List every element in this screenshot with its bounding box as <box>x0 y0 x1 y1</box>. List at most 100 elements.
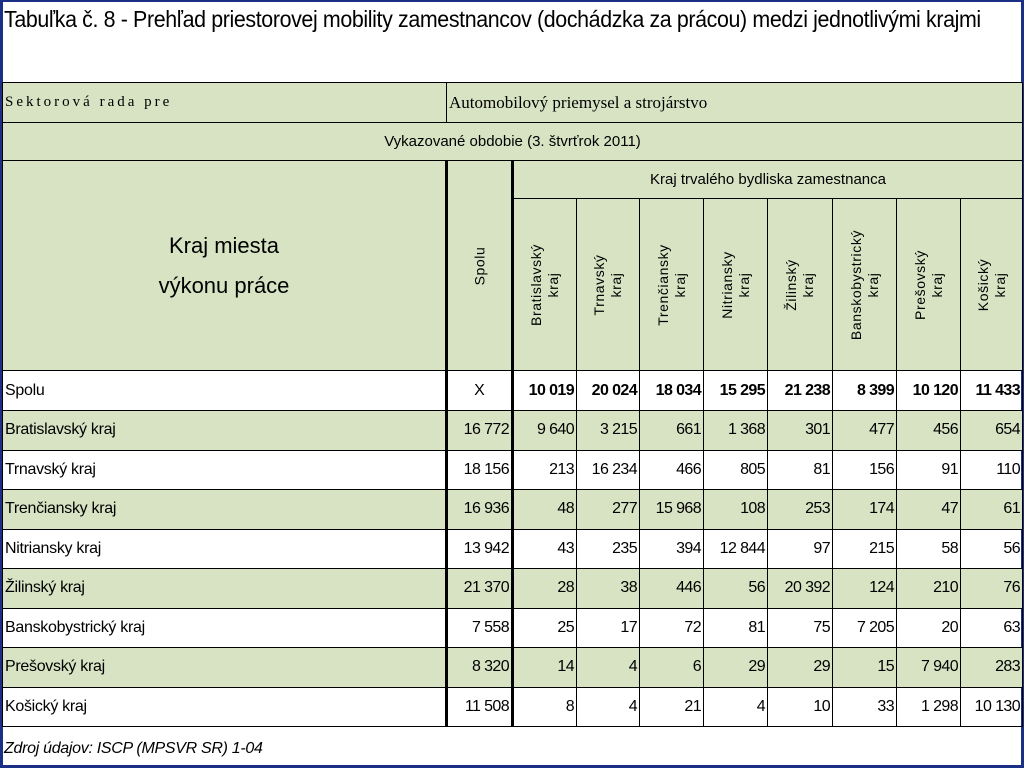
table-row: Trnavský kraj 18 156 213 16 234 466 805 81 156 9… <box>2 449 1023 490</box>
sector-label: Sektorová rada pre <box>2 82 447 123</box>
data-body: Bratislavský kraj 16 772 9 640 3 215 661 1 36… <box>2 410 1023 727</box>
row-cell: 81 <box>703 607 768 648</box>
row-cell: 7 940 <box>896 647 961 688</box>
row-cell: 1 298 <box>896 686 961 727</box>
header-col: Bratislavský kraj <box>512 198 577 371</box>
header-col: Žilinský kraj <box>767 198 833 371</box>
row-cell: 277 <box>576 489 640 530</box>
row-cell: 14 <box>512 647 577 688</box>
header-col-line2: kraj <box>991 272 1008 297</box>
header-col-label: Bratislavský kraj <box>528 244 562 326</box>
row-cell: 28 <box>512 568 577 609</box>
row-cell: 456 <box>896 410 961 451</box>
header-col-line2: kraj <box>864 272 881 297</box>
header-col-line1: Žilinský <box>783 258 799 311</box>
header-col: Banskobystrický kraj <box>832 198 897 371</box>
header-col-line1: Bratislavský <box>528 243 544 326</box>
row-cell: 76 <box>960 568 1023 609</box>
row-cell: 47 <box>896 489 961 530</box>
sector-row: Sektorová rada pre Automobilový priemyse… <box>2 82 1023 123</box>
row-cell: 805 <box>703 449 768 490</box>
row-label: Trnavský kraj <box>2 449 447 490</box>
header-col-label: Žilinský kraj <box>783 259 817 310</box>
header-col-line1: Banskobystrický <box>847 229 864 340</box>
row-cell: 25 <box>512 607 577 648</box>
header-col-line1: Nitriansky <box>718 250 735 319</box>
row-cell: 56 <box>960 528 1023 569</box>
row-label: Trenčiansky kraj <box>2 489 447 530</box>
row-cell: 56 <box>703 568 768 609</box>
header-col: Nitriansky kraj <box>703 198 768 371</box>
row-cell: 174 <box>832 489 897 530</box>
row-header: Kraj miesta výkonu práce <box>2 160 447 371</box>
header-col-label: Trnavský kraj <box>591 254 625 315</box>
header-col-label: Prešovský kraj <box>912 250 946 320</box>
row-cell: 215 <box>832 528 897 569</box>
row-spolu: 16 936 <box>445 489 514 530</box>
header-col: Prešovský kraj <box>896 198 961 371</box>
header-col-line2: kraj <box>545 272 561 297</box>
row-cell: 29 <box>703 647 768 688</box>
row-cell: 108 <box>703 489 768 530</box>
row-cell: 446 <box>639 568 704 609</box>
row-cell: 75 <box>767 607 833 648</box>
row-header-line2: výkonu práce <box>158 272 290 298</box>
row-cell: 210 <box>896 568 961 609</box>
total-cell: 11 433 <box>960 370 1023 411</box>
total-spolu: X <box>445 370 514 411</box>
row-cell: 213 <box>512 449 577 490</box>
header-group: Kraj trvalého bydliska zamestnanca <box>512 160 1023 199</box>
row-cell: 72 <box>639 607 704 648</box>
header-col: Trnavský kraj <box>576 198 640 371</box>
row-cell: 654 <box>960 410 1023 451</box>
row-label: Nitriansky kraj <box>2 528 447 569</box>
row-cell: 97 <box>767 528 833 569</box>
table-row: Nitriansky kraj 13 942 43 235 394 12 844 97 215… <box>2 528 1023 569</box>
row-label: Prešovský kraj <box>2 647 447 688</box>
row-cell: 91 <box>896 449 961 490</box>
row-spolu: 11 508 <box>445 686 514 727</box>
row-cell: 43 <box>512 528 577 569</box>
mobility-table: Sektorová rada pre Automobilový priemyse… <box>2 82 1023 727</box>
source-note: Zdroj údajov: ISCP (MPSVR SR) 1-04 <box>4 740 263 757</box>
row-cell: 33 <box>832 686 897 727</box>
header-col-line1: Trnavský <box>591 253 607 316</box>
header-col-line2: kraj <box>800 272 816 297</box>
total-cell: 10 019 <box>512 370 577 411</box>
row-spolu: 21 370 <box>445 568 514 609</box>
row-spolu: 7 558 <box>445 607 514 648</box>
sector-value: Automobilový priemysel a strojárstvo <box>446 82 1023 123</box>
header-col-label: Nitriansky kraj <box>719 251 753 318</box>
row-cell: 110 <box>960 449 1023 490</box>
row-cell: 20 392 <box>767 568 833 609</box>
row-cell: 48 <box>512 489 577 530</box>
row-cell: 156 <box>832 449 897 490</box>
row-cell: 58 <box>896 528 961 569</box>
page-title: Tabuľka č. 8 - Prehľad priestorovej mobi… <box>4 6 981 32</box>
total-cell: 10 120 <box>896 370 961 411</box>
header-col-line1: Prešovský <box>911 249 928 320</box>
row-cell: 21 <box>639 686 704 727</box>
table-row: Bratislavský kraj 16 772 9 640 3 215 661 1 36… <box>2 410 1023 451</box>
total-cell: 8 399 <box>832 370 897 411</box>
row-cell: 7 205 <box>832 607 897 648</box>
row-cell: 17 <box>576 607 640 648</box>
period-row: Vykazované obdobie (3. štvrťrok 2011) <box>2 122 1023 161</box>
row-cell: 235 <box>576 528 640 569</box>
row-cell: 15 <box>832 647 897 688</box>
header-col-line1: Trenčiansky <box>654 243 671 326</box>
row-cell: 3 215 <box>576 410 640 451</box>
row-cell: 38 <box>576 568 640 609</box>
header-row-columns: Bratislavský kraj Trnavský kraj Trenčiansky k… <box>3 198 1023 371</box>
row-cell: 63 <box>960 607 1023 648</box>
header-spolu-label: Spolu <box>471 246 487 285</box>
row-cell: 661 <box>639 410 704 451</box>
row-cell: 4 <box>576 686 640 727</box>
header-col-label: Banskobystrický kraj <box>848 229 882 339</box>
row-cell: 477 <box>832 410 897 451</box>
header-col-line2: kraj <box>928 272 945 297</box>
header-col-line1: Košický <box>974 258 991 311</box>
row-cell: 466 <box>639 449 704 490</box>
total-cell: 20 024 <box>576 370 640 411</box>
